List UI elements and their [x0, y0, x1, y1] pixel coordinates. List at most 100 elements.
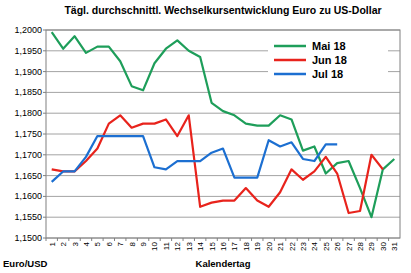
legend: Mai 18 Jun 18 Jul 18: [268, 36, 388, 84]
x-tick: [46, 238, 47, 241]
y-tick-label: 1,1550: [14, 212, 42, 222]
x-tick-label: 25: [322, 241, 331, 250]
y-tick-label: 1,1500: [14, 233, 42, 243]
series-line: [52, 115, 383, 213]
x-tick: [274, 238, 275, 241]
x-tick-label: 7: [116, 241, 125, 246]
x-tick-label: 11: [162, 241, 171, 250]
y-tick: [43, 154, 46, 155]
x-tick: [171, 238, 172, 241]
x-tick: [251, 238, 252, 241]
x-tick-label: 12: [173, 241, 182, 250]
x-tick: [160, 238, 161, 241]
x-tick-label: 3: [71, 241, 80, 246]
series-line: [52, 32, 395, 217]
grid-line: [46, 196, 400, 197]
legend-label: Jul 18: [312, 68, 343, 80]
legend-label: Mai 18: [312, 40, 346, 52]
grid-line: [46, 175, 400, 176]
x-tick: [331, 238, 332, 241]
x-tick: [103, 238, 104, 241]
x-tick: [183, 238, 184, 241]
grid-line: [46, 217, 400, 218]
x-tick-label: 9: [139, 241, 148, 246]
grid-line: [46, 238, 400, 239]
grid-line: [46, 134, 400, 135]
x-tick-label: 24: [310, 241, 319, 250]
legend-swatch: [274, 59, 306, 62]
x-tick: [148, 238, 149, 241]
x-tick-label: 27: [345, 241, 354, 250]
x-tick: [91, 238, 92, 241]
x-tick-label: 15: [208, 241, 217, 250]
grid-line: [46, 30, 400, 31]
plot-frame: [46, 30, 400, 238]
y-tick-label: 1,2000: [14, 25, 42, 35]
x-tick: [388, 238, 389, 241]
x-tick-label: 29: [367, 241, 376, 250]
y-tick: [43, 134, 46, 135]
x-tick-label: 17: [230, 241, 239, 250]
y-tick: [43, 175, 46, 176]
y-tick: [43, 50, 46, 51]
grid-line: [46, 113, 400, 114]
x-tick: [262, 238, 263, 241]
grid-line: [46, 92, 400, 93]
legend-swatch: [274, 45, 306, 48]
x-tick-label: 21: [276, 241, 285, 250]
x-tick-label: 31: [390, 241, 399, 250]
chart: Tägl. durchschnittl. Wechselkursentwickl…: [0, 0, 411, 273]
x-tick: [240, 238, 241, 241]
x-tick-label: 2: [59, 241, 68, 246]
y-tick-label: 1,1650: [14, 171, 42, 181]
x-tick-label: 28: [356, 241, 365, 250]
x-tick: [297, 238, 298, 241]
legend-box: [268, 36, 388, 84]
legend-swatch: [274, 73, 306, 76]
grid-line: [46, 154, 400, 155]
series-group: [52, 32, 395, 217]
x-tick-label: 18: [242, 241, 251, 250]
x-tick: [354, 238, 355, 241]
x-tick: [125, 238, 126, 241]
y-tick-label: 1,1950: [14, 46, 42, 56]
title: Tägl. durchschnittl. Wechselkursentwickl…: [64, 4, 381, 16]
y-tick-label: 1,1700: [14, 150, 42, 160]
x-tick: [205, 238, 206, 241]
y-tick-label: 1,1900: [14, 67, 42, 77]
x-tick: [57, 238, 58, 241]
x-tick: [365, 238, 366, 241]
x-tick-label: 14: [196, 241, 205, 250]
y-tick: [43, 71, 46, 72]
legend-label: Jun 18: [312, 54, 347, 66]
x-tick: [285, 238, 286, 241]
x-tick: [217, 238, 218, 241]
x-tick-label: 22: [288, 241, 297, 250]
x-tick: [137, 238, 138, 241]
x-tick: [342, 238, 343, 241]
y-tick: [43, 30, 46, 31]
x-tick-label: 8: [128, 241, 137, 246]
x-tick-label: 10: [150, 241, 159, 250]
y-tick-label: 1,1600: [14, 191, 42, 201]
x-tick: [308, 238, 309, 241]
x-tick-label: 6: [105, 241, 114, 246]
x-tick-label: 4: [82, 241, 91, 246]
y-tick-label: 1,1850: [14, 87, 42, 97]
x-tick: [114, 238, 115, 241]
y-axis-label: Euro/USD: [3, 258, 47, 269]
x-tick-label: 19: [253, 241, 262, 250]
y-tick: [43, 92, 46, 93]
y-tick: [43, 113, 46, 114]
background: [0, 0, 411, 273]
x-tick: [194, 238, 195, 241]
x-tick: [320, 238, 321, 241]
y-tick-label: 1,1800: [14, 108, 42, 118]
x-tick: [68, 238, 69, 241]
y-tick-label: 1,1750: [14, 129, 42, 139]
y-tick: [43, 217, 46, 218]
x-tick-label: 13: [185, 241, 194, 250]
x-tick-label: 5: [93, 241, 102, 246]
x-tick: [377, 238, 378, 241]
x-tick-label: 20: [265, 241, 274, 250]
